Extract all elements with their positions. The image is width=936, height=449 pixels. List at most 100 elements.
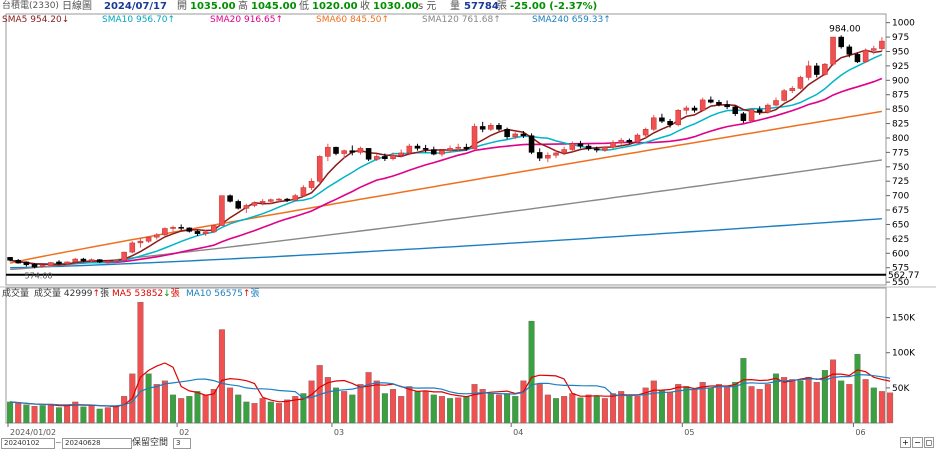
- vol-tick-label: 100K: [892, 349, 916, 359]
- interval-field[interactable]: 3: [173, 438, 191, 449]
- volume-bar: [243, 401, 250, 424]
- volume-bar: [675, 384, 682, 424]
- candle-body: [56, 261, 62, 264]
- price-unit: s 元: [418, 1, 437, 12]
- candle: [536, 148, 543, 162]
- candle: [699, 97, 706, 112]
- candle-body: [121, 251, 127, 261]
- candle-body: [577, 143, 584, 147]
- reset-button[interactable]: ◻: [924, 437, 934, 448]
- vol-ma10-legend: MA10 56575↑張: [186, 289, 260, 299]
- vol-ma10-line: [10, 373, 891, 407]
- candle: [455, 143, 461, 151]
- candle-body: [88, 259, 95, 262]
- candle: [805, 60, 812, 81]
- volume-bar: [748, 386, 755, 424]
- candle-body: [651, 117, 657, 130]
- reference-line-label: 562.77: [888, 271, 920, 281]
- candle: [333, 146, 339, 156]
- volume-bar: [715, 384, 722, 424]
- candle-body: [716, 101, 722, 105]
- candle: [879, 37, 885, 52]
- candle-body: [822, 63, 828, 75]
- y-tick-label: 775: [892, 148, 909, 158]
- candle-body: [585, 145, 592, 150]
- candle: [797, 75, 804, 90]
- y-tick-label: 600: [892, 249, 909, 259]
- sma10-legend: SMA10 956.70↑: [102, 15, 176, 25]
- candle: [488, 122, 494, 132]
- candle: [121, 251, 127, 261]
- volume-bar: [854, 353, 861, 424]
- sma240-legend: SMA240 659.33↑: [532, 15, 611, 25]
- x-tick-label: 03: [334, 428, 344, 437]
- candle-body: [341, 150, 347, 154]
- candle: [105, 260, 111, 265]
- candle: [227, 194, 233, 203]
- sma120-line: [10, 159, 883, 271]
- volume-bar: [406, 386, 413, 424]
- volume-bar: [887, 392, 894, 424]
- candle-body: [333, 146, 339, 154]
- volume-bar: [658, 390, 665, 424]
- candle-body: [292, 195, 299, 201]
- candle-body: [553, 152, 559, 156]
- volume-bar: [31, 405, 38, 424]
- y-tick-label: 825: [892, 120, 909, 130]
- high-label: 高: [238, 1, 248, 12]
- candle: [202, 230, 209, 236]
- y-tick-label: 700: [892, 192, 909, 202]
- stock-name: 台積電(2330): [2, 1, 59, 11]
- volume-bar: [577, 397, 584, 424]
- volume-bar: [72, 401, 79, 424]
- y-tick-label: 650: [892, 220, 909, 230]
- candle-body: [854, 54, 861, 63]
- volume-bar: [463, 396, 470, 424]
- candle: [276, 197, 282, 202]
- candle-body: [398, 152, 404, 156]
- close-label: 收: [360, 1, 370, 12]
- volume-bar: [634, 396, 641, 424]
- candle-body: [284, 198, 290, 201]
- volume-bar: [520, 380, 527, 424]
- candle: [23, 261, 30, 267]
- candle: [651, 114, 657, 132]
- y-tick-label: 550: [892, 278, 909, 288]
- zoom-out-button[interactable]: −: [912, 437, 923, 448]
- volume-bar: [805, 377, 812, 424]
- high-annotation: 984.00: [829, 24, 861, 34]
- candle: [528, 133, 535, 155]
- candle-body: [365, 148, 372, 160]
- volume-bar: [357, 384, 364, 424]
- y-tick-label: 625: [892, 235, 909, 245]
- candle: [838, 35, 844, 49]
- candle-body: [7, 257, 13, 261]
- candle-body: [602, 146, 608, 151]
- candle: [569, 141, 576, 152]
- candle-body: [675, 110, 681, 125]
- candle-body: [691, 107, 698, 111]
- candle-body: [593, 148, 600, 151]
- candle-body: [447, 148, 453, 151]
- candle: [602, 146, 608, 152]
- candle: [56, 260, 62, 265]
- close-value: 1030.00: [373, 1, 419, 12]
- volume-bar: [300, 393, 307, 424]
- volume-bar: [569, 393, 576, 424]
- candle: [292, 193, 299, 202]
- volume-bar: [161, 380, 168, 424]
- candle-body: [797, 77, 804, 89]
- volume-bar: [772, 373, 780, 424]
- vol-tick-label: 50K: [892, 384, 910, 394]
- zoom-in-button[interactable]: +: [900, 437, 911, 448]
- candle: [471, 123, 478, 150]
- candle-body: [194, 231, 201, 234]
- range-from-field[interactable]: 20240102: [1, 438, 55, 449]
- volume-bar: [667, 391, 674, 424]
- volume-bar: [691, 389, 698, 424]
- candle-body: [642, 129, 649, 136]
- sma20-line: [9, 77, 883, 265]
- range-to-field[interactable]: 20240628: [62, 438, 132, 449]
- volume-bar: [292, 396, 299, 424]
